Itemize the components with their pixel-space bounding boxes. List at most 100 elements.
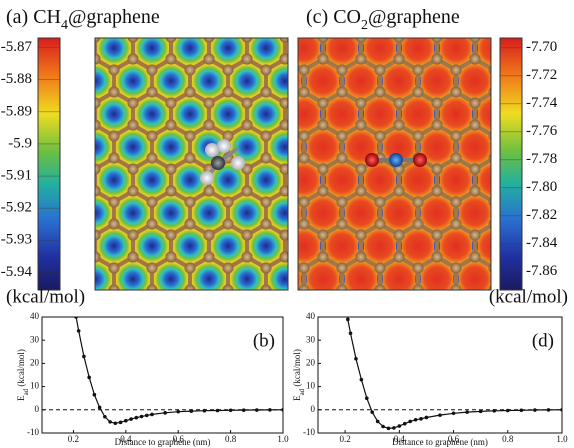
point: [135, 416, 139, 420]
point: [560, 408, 564, 412]
point: [452, 411, 456, 415]
y-tick-label: 20: [30, 357, 40, 367]
x-tick-label: 1.0: [556, 434, 568, 444]
point: [360, 378, 364, 382]
point: [387, 427, 391, 431]
point: [533, 408, 537, 412]
y-tick-label: 30: [30, 334, 40, 344]
x-axis-label: Distance to graphene (nm): [392, 437, 488, 447]
y-tick-label: 30: [306, 334, 316, 344]
hydrogen: [200, 171, 214, 185]
panel-title: (a) CH4@graphene: [6, 6, 160, 33]
curve: [348, 319, 562, 428]
point: [176, 410, 180, 414]
panel-title-part: (a) CH: [6, 6, 61, 28]
page: {"chart_data":[ {"type":"contour-map","t…: [0, 0, 574, 448]
colorbar-tick-label: -5.89: [1, 103, 32, 119]
point: [349, 331, 353, 335]
colorbar-tick-label: -7.86: [526, 263, 558, 279]
y-tick-label: 0: [35, 404, 40, 414]
y-tick-label: 40: [30, 311, 40, 321]
point: [242, 408, 246, 412]
colorbar-tick-label: -5.88: [1, 71, 32, 87]
point: [398, 424, 402, 428]
y-tick-label: -10: [27, 427, 39, 437]
hydrogen: [231, 156, 245, 170]
hydrogen: [205, 143, 219, 157]
carbon: [389, 153, 403, 167]
point: [479, 410, 483, 414]
point: [74, 315, 78, 319]
point: [190, 409, 194, 413]
colorbar-tick-label: -5.87: [1, 39, 33, 55]
point: [346, 318, 350, 322]
colorbar-unit: (kcal/mol): [489, 286, 568, 307]
point: [354, 357, 358, 361]
point: [129, 417, 133, 421]
colorbar-tick-label: -5.92: [1, 200, 32, 216]
point: [114, 421, 118, 425]
colorbar-tick-label: -7.78: [526, 151, 557, 167]
point: [87, 376, 91, 380]
y-tick-label: 20: [306, 357, 316, 367]
point: [492, 409, 496, 413]
colorbar-tick-label: -5.93: [1, 232, 32, 248]
carbon: [211, 156, 225, 170]
panel-title: (c) CO2@graphene: [306, 6, 460, 33]
y-axis-label-part: (kcal/mol): [16, 349, 26, 389]
y-axis-label: Ead (kcal/mol): [292, 349, 306, 401]
y-tick-label: 40: [306, 311, 316, 321]
point: [82, 355, 86, 359]
panel-title-part: (c) CO: [306, 6, 361, 28]
panel-title-part: @graphene: [68, 6, 160, 28]
x-tick-label: 1.0: [277, 434, 289, 444]
point: [281, 408, 285, 412]
y-tick-label: 10: [306, 381, 316, 391]
colorbar-tick-label: -5.9: [8, 135, 32, 151]
panel-title-sub: 2: [361, 18, 368, 33]
contour-map: [95, 38, 288, 290]
point: [150, 413, 154, 417]
point: [163, 411, 167, 415]
y-tick-label: 10: [30, 381, 40, 391]
point: [506, 409, 510, 413]
point: [408, 420, 412, 424]
point: [392, 426, 396, 430]
y-tick-label: 0: [311, 404, 316, 414]
colorbar: [38, 38, 60, 290]
colorbar-unit: (kcal/mol): [6, 286, 85, 307]
point: [370, 410, 374, 414]
point: [140, 415, 144, 419]
colorbar-tick-label: -7.74: [526, 95, 558, 111]
oxygen: [365, 153, 379, 167]
co2-molecule: [365, 153, 427, 167]
point: [547, 408, 551, 412]
point: [203, 409, 207, 413]
point: [119, 421, 123, 425]
point: [268, 408, 272, 412]
colorbar-tick-label: -5.91: [1, 167, 32, 183]
point: [438, 413, 442, 417]
colorbar-tick-label: -7.72: [526, 67, 557, 83]
point: [520, 408, 524, 412]
y-axis-label: Ead (kcal/mol): [16, 349, 30, 401]
point: [108, 420, 112, 424]
point: [381, 425, 385, 429]
point: [465, 410, 469, 414]
x-tick-label: 0.8: [502, 434, 514, 444]
colorbar-tick-label: -7.76: [526, 123, 558, 139]
point: [414, 418, 418, 422]
point: [216, 409, 220, 413]
panel-title-sub: 4: [61, 18, 68, 33]
x-tick-label: 0.8: [225, 434, 237, 444]
point: [103, 415, 107, 419]
point: [425, 416, 429, 420]
point: [77, 329, 81, 333]
point: [229, 408, 233, 412]
colorbar-tick-label: -7.70: [526, 39, 557, 55]
point: [124, 419, 128, 423]
colorbar-tick-label: -7.80: [526, 179, 557, 195]
point: [419, 417, 423, 421]
figure: (a) CH4@graphene -5.87 -5.88 -5.89 -5.9 -5.91…: [0, 0, 574, 448]
point: [145, 414, 149, 418]
